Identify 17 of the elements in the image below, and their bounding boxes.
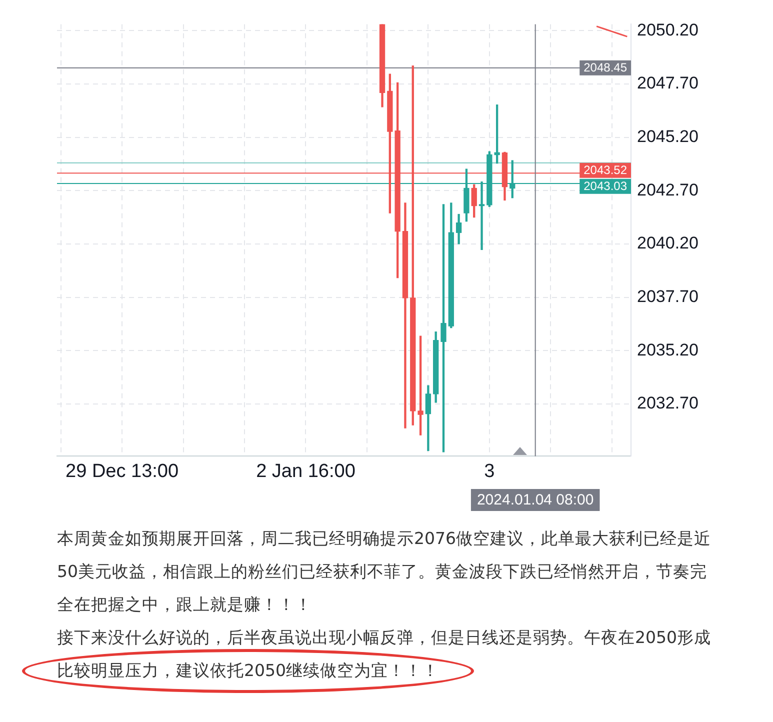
y-tick-label: 2050.20 (637, 20, 698, 40)
y-tick-label: 2047.70 (637, 74, 698, 93)
y-tick-label: 2040.20 (637, 234, 698, 253)
y-tick-label: 2045.20 (637, 126, 698, 146)
x-tick-label: 29 Dec 13:00 (66, 460, 179, 482)
x-tick-label: 3 (484, 460, 495, 482)
text: 接下来没什么好说的，后半夜虽说出现小幅反弹，但是日线还是弱势。午夜在2050形成比较明显压力，建议依托2050继续做空为宜！！！ (57, 627, 712, 682)
y-tick-label: 2037.70 (637, 286, 698, 306)
y-tick-label: 2035.20 (637, 340, 698, 360)
ref-line-label: 2043.52 (584, 163, 628, 178)
x-tick-label: 2 Jan 16:00 (256, 460, 356, 482)
ref-line-label: 2048.45 (584, 60, 628, 75)
y-tick-label: 2042.70 (637, 180, 698, 200)
y-tick-label: 2032.70 (637, 394, 698, 413)
text: 本周黄金如预期展开回落，周二我已经明确提示2076做空建议，此单最大获利已经是近50美元收益，相信跟上的粉丝们已经获利不菲了。黄金波段下跌已经悄然开启，节奏完全在把握之中，跟上就是赚！！！ (57, 528, 712, 616)
x-tick-label: 2024.01.04 08:00 (476, 492, 594, 509)
ref-line-label: 2043.03 (584, 179, 628, 194)
